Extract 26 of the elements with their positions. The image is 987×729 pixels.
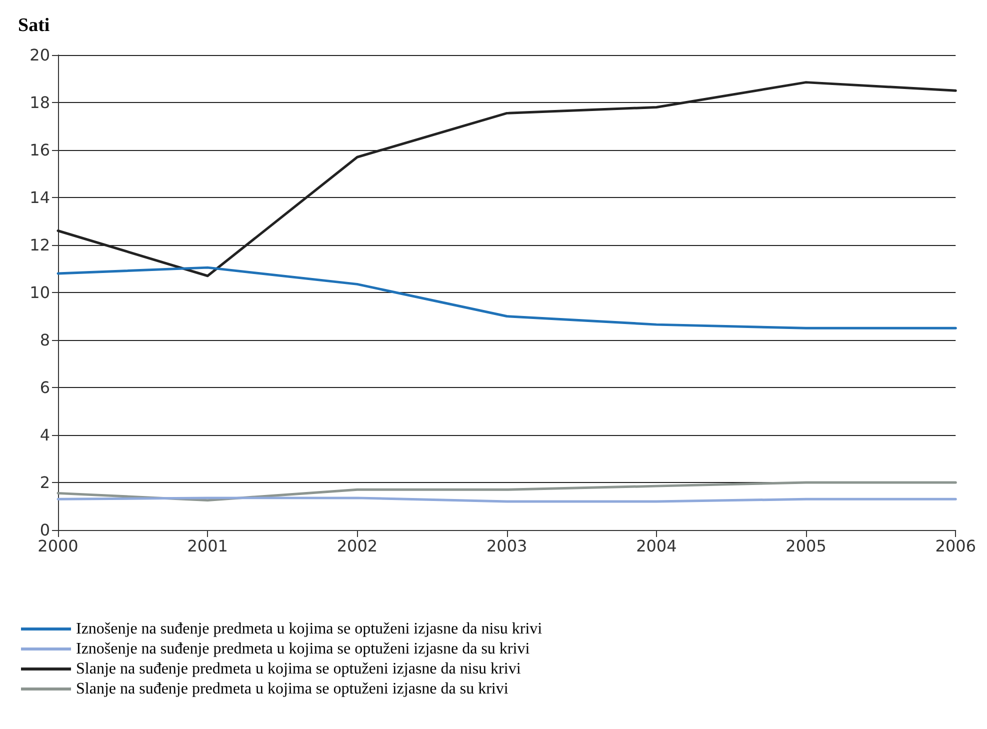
- x-tick-label: 2004: [636, 536, 677, 556]
- y-axis-title: Sati: [18, 15, 50, 36]
- x-tick-label: 2006: [935, 536, 976, 556]
- x-tick-label: 2002: [336, 536, 378, 556]
- y-tick-label: 10: [30, 283, 50, 302]
- line-series: [56, 266, 957, 330]
- y-tick-label: 14: [30, 188, 50, 207]
- y-tick-label: 20: [30, 46, 50, 64]
- y-tick-label: 18: [30, 93, 50, 112]
- legend-label: Iznošenje na suđenje predmeta u kojima se optuženi izjasne da nisu krivi: [76, 620, 543, 638]
- y-tick-label: 6: [40, 378, 50, 397]
- x-tick-label: 2000: [38, 536, 78, 556]
- line-series: [56, 81, 957, 278]
- legend-label: Slanje na suđenje predmeta u kojima se optuženi izjasne da nisu krivi: [76, 660, 522, 678]
- x-tick-label: 2005: [786, 536, 826, 556]
- x-tick-label: 2003: [486, 536, 528, 556]
- legend-label: Iznošenje na suđenje predmeta u kojima se optuženi izjasne da su krivi: [76, 640, 530, 658]
- y-tick-label: 12: [30, 236, 50, 254]
- legend-label: Slanje na suđenje predmeta u kojima se optuženi izjasne da su krivi: [76, 680, 509, 698]
- y-tick-label: 16: [30, 140, 50, 160]
- y-tick-label: 0: [40, 520, 50, 540]
- x-tick-label: 2001: [187, 536, 228, 556]
- line-series: [56, 481, 957, 502]
- y-tick-label: 4: [40, 426, 50, 444]
- y-tick-label: 8: [40, 330, 50, 350]
- y-tick-label: 2: [40, 473, 50, 492]
